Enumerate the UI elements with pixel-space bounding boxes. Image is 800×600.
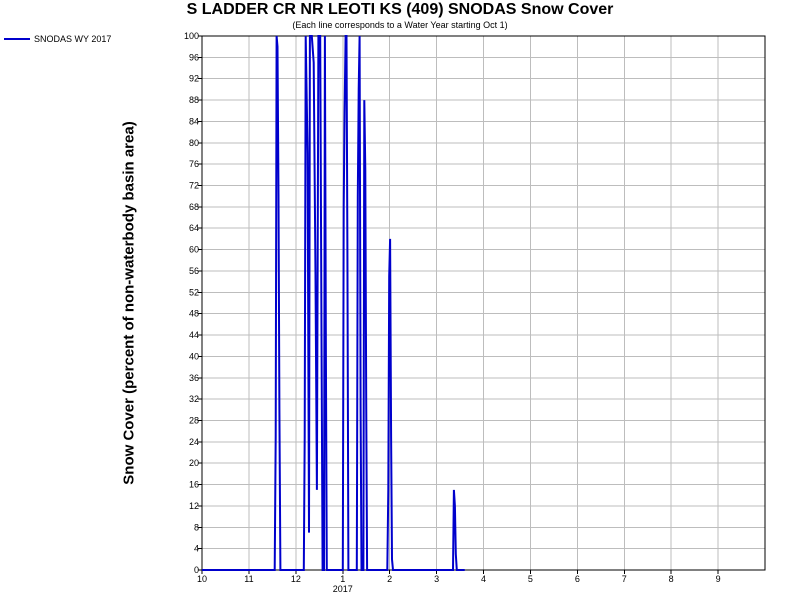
chart-title: S LADDER CR NR LEOTI KS (409) SNODAS Sno… <box>186 1 614 18</box>
y-tick-label: 68 <box>189 202 199 212</box>
y-tick-label: 0 <box>194 565 199 575</box>
x-tick-label: 7 <box>622 574 627 584</box>
series-line <box>202 35 465 571</box>
x-tick-label: 1 <box>340 574 345 584</box>
y-tick-label: 48 <box>189 309 199 319</box>
x-tick-label: 6 <box>575 574 580 584</box>
y-tick-label: 72 <box>189 181 199 191</box>
y-tick-label: 60 <box>189 245 199 255</box>
x-tick-label: 8 <box>669 574 674 584</box>
plot-frame <box>201 35 766 571</box>
x-tick-label: 12 <box>291 574 301 584</box>
x-tick-label: 2 <box>387 574 392 584</box>
x-tick-label: 3 <box>434 574 439 584</box>
y-tick-label: 36 <box>189 373 199 383</box>
y-tick-label: 44 <box>189 330 199 340</box>
chart-subtitle: (Each line corresponds to a Water Year s… <box>292 20 508 30</box>
y-tick-label: 32 <box>189 394 199 404</box>
x-tick-label: 10 <box>197 574 207 584</box>
y-tick-label: 96 <box>189 52 199 62</box>
legend: SNODAS WY 2017 <box>4 34 111 44</box>
y-tick-label: 56 <box>189 266 199 276</box>
y-tick-label: 40 <box>189 351 199 361</box>
y-tick-label: 88 <box>189 95 199 105</box>
x-year-label: 2017 <box>333 584 353 594</box>
y-tick-label: 8 <box>194 522 199 532</box>
x-tick-label: 5 <box>528 574 533 584</box>
x-tick-label: 11 <box>244 574 253 584</box>
legend-swatch <box>4 38 30 40</box>
y-tick-label: 92 <box>189 74 199 84</box>
x-tick-label: 9 <box>716 574 721 584</box>
y-tick-label: 76 <box>189 159 199 169</box>
y-tick-label: 84 <box>189 116 199 126</box>
y-tick-label: 12 <box>189 501 199 511</box>
y-tick-label: 16 <box>189 480 199 490</box>
x-tick-label: 4 <box>481 574 486 584</box>
y-tick-label: 52 <box>189 287 199 297</box>
y-tick-label: 28 <box>189 415 199 425</box>
y-tick-label: 80 <box>189 138 199 148</box>
legend-label: SNODAS WY 2017 <box>34 34 112 44</box>
y-tick-label: 64 <box>189 223 199 233</box>
y-tick-label: 20 <box>189 458 199 468</box>
y-tick-label: 100 <box>184 31 199 41</box>
y-tick-label: 4 <box>194 544 199 554</box>
y-tick-label: 24 <box>189 437 199 447</box>
